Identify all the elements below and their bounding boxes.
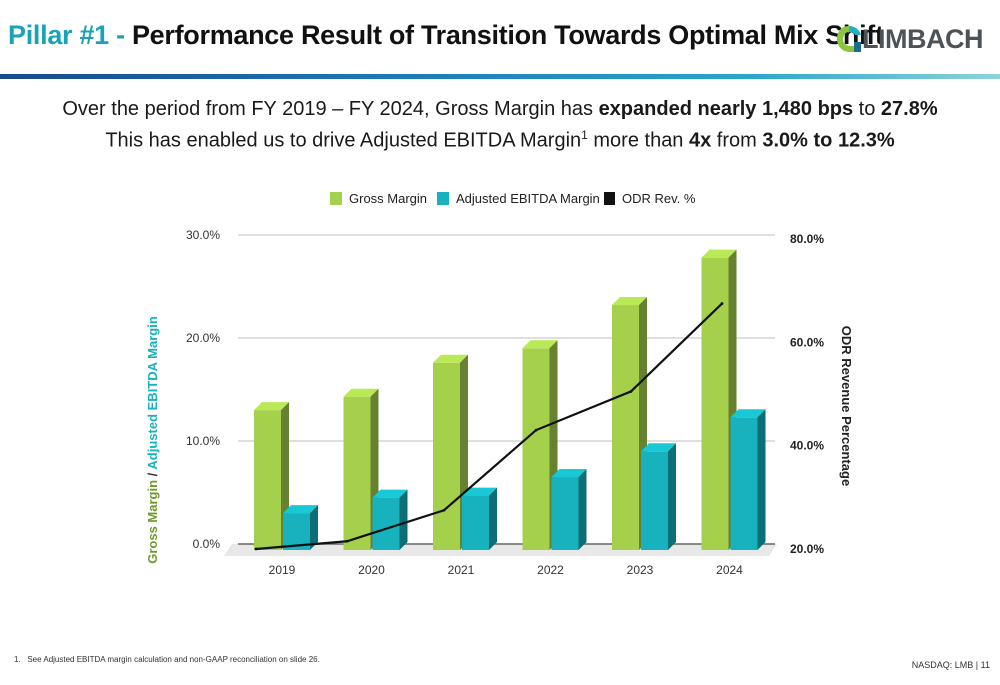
bar-adjusted-ebitda — [372, 497, 400, 550]
bar-top-face — [551, 469, 587, 478]
right-tick-label: 20.0% — [790, 542, 824, 556]
title-prefix: Pillar #1 - — [8, 20, 125, 50]
bar-gross-margin — [522, 348, 550, 550]
left-axis-title-gross: Gross Margin — [145, 480, 160, 564]
bar-gross-margin — [254, 410, 281, 550]
left-tick-label: 30.0% — [186, 228, 220, 242]
legend-label: ODR Rev. % — [622, 191, 696, 206]
legend-label: Adjusted EBITDA Margin — [456, 191, 600, 206]
legend-swatch — [330, 192, 342, 205]
logo-mark-icon — [837, 26, 861, 52]
bar-top-face — [612, 297, 647, 306]
x-tick-label: 2023 — [627, 563, 654, 577]
bar-top-face — [701, 249, 737, 258]
left-axis-title-ebitda: Adjusted EBITDA Margin — [145, 316, 160, 469]
slide-header: Pillar #1 - Performance Result of Transi… — [0, 0, 1000, 79]
company-logo: LIMBACH — [834, 22, 983, 56]
x-tick-label: 2019 — [269, 563, 296, 577]
bar-top-face — [641, 443, 676, 452]
margin-chart: 0.0% 10.0% 20.0% 30.0% 20.0% 40.0% 60.0% 80.0% G… — [145, 191, 854, 577]
bar-top-face — [254, 402, 289, 411]
bar-side-face — [399, 489, 408, 550]
left-tick-label: 10.0% — [186, 434, 220, 448]
odr-point — [345, 539, 349, 543]
odr-point — [720, 302, 724, 305]
bar-top-face — [462, 487, 497, 496]
left-tick-label: 20.0% — [186, 331, 220, 345]
bar-top-face — [283, 505, 318, 514]
bar-gross-margin — [343, 396, 371, 550]
page-number: NASDAQ: LMB | 11 — [911, 660, 990, 670]
bar-side-face — [578, 469, 587, 550]
right-tick-label: 60.0% — [790, 335, 824, 349]
subtitle-line-1: Over the period from FY 2019 – FY 2024, … — [62, 98, 938, 120]
header-rule — [0, 74, 1000, 79]
x-tick-label: 2022 — [537, 563, 564, 577]
title-main: Performance Result of Transition Towards… — [131, 20, 884, 50]
legend-label: Gross Margin — [349, 191, 427, 206]
odr-point — [442, 508, 446, 512]
logo-text: LIMBACH — [862, 24, 983, 54]
odr-point — [254, 547, 258, 551]
bar-adjusted-ebitda — [641, 451, 668, 550]
bar-adjusted-ebitda — [551, 477, 579, 550]
left-tick-label: 0.0% — [193, 537, 221, 551]
left-axis-title-sep: / — [145, 470, 160, 480]
bar-top-face — [522, 340, 558, 349]
bar-side-face — [489, 487, 497, 550]
bar-top-face — [433, 354, 468, 363]
right-tick-label: 80.0% — [790, 232, 824, 246]
left-axis-title: Gross Margin / Adjusted EBITDA Margin — [145, 316, 160, 564]
bar-top-face — [343, 388, 379, 397]
footnote: 1. See Adjusted EBITDA margin calculatio… — [14, 655, 320, 664]
bar-gross-margin — [612, 305, 639, 550]
x-tick-label: 2024 — [716, 563, 743, 577]
bar-adjusted-ebitda — [730, 417, 758, 550]
subtitle-line-2: This has enabled us to drive Adjusted EB… — [105, 128, 895, 152]
page-title: Pillar #1 - Performance Result of Transi… — [8, 20, 884, 51]
bar-gross-margin — [433, 362, 460, 550]
bar-gross-margin — [701, 257, 729, 550]
bar-adjusted-ebitda — [462, 495, 489, 550]
x-tick-label: 2020 — [358, 563, 385, 577]
right-axis-title: ODR Revenue Percentage — [839, 326, 854, 486]
x-tick-label: 2021 — [448, 563, 475, 577]
legend-swatch — [604, 192, 615, 205]
odr-line — [255, 302, 723, 551]
bar-top-face — [730, 409, 766, 418]
bar-side-face — [757, 409, 766, 550]
bar-side-face — [668, 443, 676, 550]
bar-side-face — [310, 505, 318, 550]
odr-point — [534, 428, 538, 432]
bar-top-face — [372, 489, 408, 498]
odr-point — [629, 390, 633, 393]
legend-swatch — [437, 192, 449, 205]
right-tick-label: 40.0% — [790, 439, 824, 453]
